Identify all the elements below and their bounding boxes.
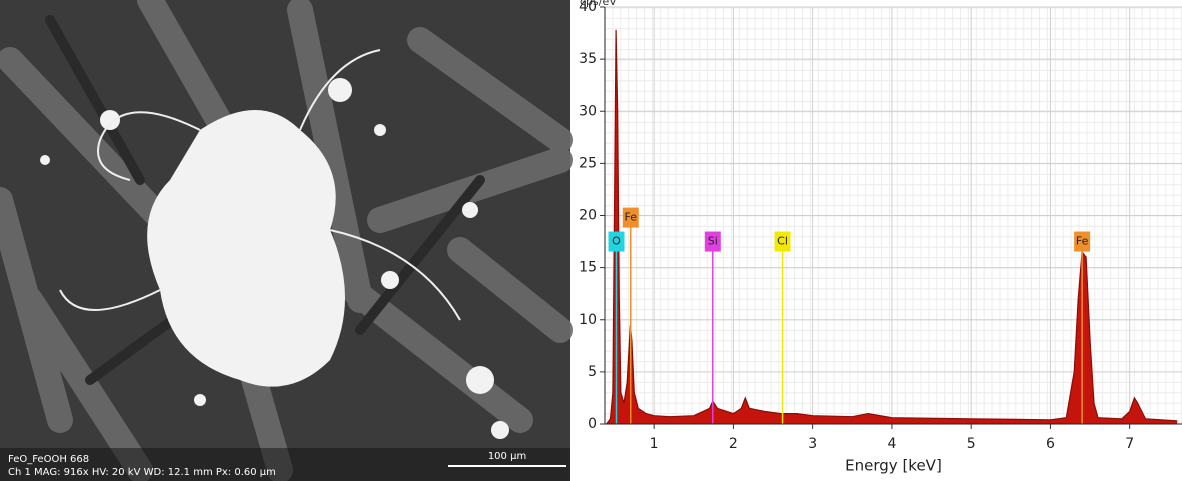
x-tick-label: 3 [808, 436, 817, 452]
element-label: Si [708, 235, 718, 248]
y-tick-label: 25 [579, 155, 597, 171]
sample-label: FeO_FeOOH 668 [8, 454, 89, 465]
image-info: Ch 1 MAG: 916x HV: 20 kV WD: 12.1 mm Px:… [8, 467, 276, 478]
y-tick-label: 10 [579, 312, 597, 328]
element-box [608, 231, 625, 252]
spectrum-line [606, 29, 1178, 425]
sem-image: FeO_FeOOH 668 Ch 1 MAG: 916x HV: 20 kV W… [0, 0, 573, 481]
element-label: Fe [625, 211, 638, 224]
scale-bar-label: 100 µm [488, 451, 526, 462]
y-axis-label: cps/eV [580, 0, 617, 8]
x-tick-label: 1 [650, 436, 659, 452]
spectrum-chart: 0 5 10 15 20 25 30 35 40 1 2 3 4 5 6 7 O Fe Si Cl Fe cps/eV En… [579, 0, 1182, 475]
y-tick-label: 0 [588, 416, 597, 432]
y-tick-label: 15 [579, 260, 597, 276]
y-tick-label: 35 [579, 51, 597, 67]
y-tick-label: 5 [588, 364, 597, 380]
x-tick-label: 4 [887, 436, 896, 452]
y-tick-label: 20 [579, 208, 597, 224]
x-tick-label: 5 [967, 436, 976, 452]
element-label: Cl [777, 235, 788, 248]
element-box [704, 231, 721, 252]
x-axis-label: Energy [keV] [845, 457, 942, 475]
y-tick-label: 30 [579, 103, 597, 119]
element-box [622, 207, 639, 228]
x-tick-label: 2 [729, 436, 738, 452]
element-box [1074, 231, 1091, 252]
element-label: Fe [1076, 235, 1089, 248]
y-tick-label: 40 [579, 0, 597, 15]
x-tick-label: 7 [1125, 436, 1134, 452]
element-label: O [612, 235, 621, 248]
element-box [774, 231, 791, 252]
x-tick-label: 6 [1046, 436, 1055, 452]
